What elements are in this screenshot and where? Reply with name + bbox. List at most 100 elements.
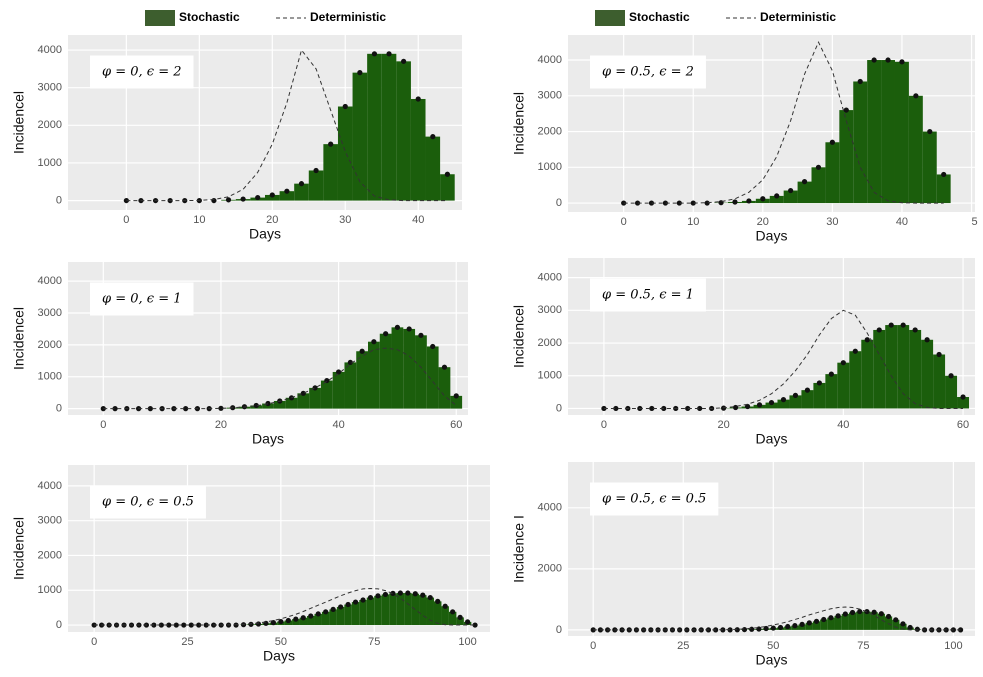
point [386, 51, 391, 56]
y-axis-label: Incidencel [511, 305, 527, 368]
point [328, 142, 333, 147]
bar [389, 593, 396, 625]
annotation: φ = 0, ϵ = 0.5 [90, 486, 206, 519]
point [345, 602, 350, 607]
point [323, 609, 328, 614]
x-tick-label: 5 [972, 216, 978, 228]
x-tick-label: 75 [368, 636, 380, 648]
y-tick-label: 0 [56, 403, 62, 415]
x-tick-label: 30 [339, 214, 351, 226]
point [785, 624, 790, 629]
bar [411, 99, 426, 201]
bar [337, 607, 344, 625]
point [901, 322, 906, 327]
legend-label: Deterministic [760, 10, 836, 24]
y-tick-label: 1000 [538, 161, 562, 173]
x-tick-label: 50 [767, 640, 779, 652]
bar [309, 388, 321, 409]
annotation-text: φ = 0, ϵ = 0.5 [102, 495, 194, 510]
point [331, 607, 336, 612]
point [872, 610, 877, 615]
point [263, 621, 268, 626]
point [788, 188, 793, 193]
point [844, 107, 849, 112]
bar [839, 110, 853, 203]
bar [344, 362, 356, 408]
bar [909, 96, 923, 203]
point [343, 104, 348, 109]
legend-swatch [595, 10, 625, 26]
y-tick-label: 0 [556, 197, 562, 209]
bar [392, 327, 404, 408]
point [428, 595, 433, 600]
y-axis-label: Incidencel [11, 91, 27, 154]
point [278, 619, 283, 624]
bar [885, 325, 897, 408]
x-tick-label: 20 [215, 419, 227, 431]
point [821, 617, 826, 622]
bar [333, 372, 345, 409]
y-tick-label: 0 [556, 402, 562, 414]
y-tick-label: 3000 [38, 307, 62, 319]
point [816, 165, 821, 170]
point [841, 360, 846, 365]
y-tick-label: 2000 [38, 119, 62, 131]
bar [867, 60, 881, 203]
point [430, 344, 435, 349]
x-tick-label: 60 [957, 419, 969, 431]
x-tick-label: 100 [458, 636, 476, 648]
x-tick-label: 20 [717, 419, 729, 431]
point [299, 181, 304, 186]
point [742, 627, 747, 632]
point [857, 609, 862, 614]
annotation-text: φ = 0.5, ϵ = 2 [602, 65, 694, 80]
y-tick-label: 3000 [538, 304, 562, 316]
y-tick-label: 4000 [538, 54, 562, 66]
y-tick-label: 1000 [38, 371, 62, 383]
point [407, 326, 412, 331]
x-tick-label: 60 [450, 419, 462, 431]
legend-label: Stochastic [629, 10, 690, 24]
point [941, 172, 946, 177]
point [927, 129, 932, 134]
point [757, 402, 762, 407]
point [836, 613, 841, 618]
bar [881, 60, 895, 203]
y-tick-label: 0 [56, 194, 62, 206]
point [850, 610, 855, 615]
y-tick-label: 3000 [38, 82, 62, 94]
bar [863, 612, 870, 630]
x-tick-label: 40 [332, 419, 344, 431]
point [398, 590, 403, 595]
point [255, 195, 260, 200]
point [458, 615, 463, 620]
point [817, 380, 822, 385]
y-tick-label: 2000 [538, 125, 562, 137]
point [443, 604, 448, 609]
annotation: φ = 0, ϵ = 1 [90, 283, 194, 316]
annotation-text: φ = 0.5, ϵ = 1 [602, 288, 694, 303]
point [800, 622, 805, 627]
x-tick-label: 25 [677, 640, 689, 652]
point [454, 393, 459, 398]
y-tick-label: 3000 [38, 515, 62, 527]
bar [367, 598, 374, 625]
point [769, 400, 774, 405]
x-tick-label: 20 [757, 216, 769, 228]
annotation: φ = 0.5, ϵ = 1 [590, 279, 706, 312]
point [293, 617, 298, 622]
y-tick-label: 1000 [538, 370, 562, 382]
x-tick-label: 0 [123, 214, 129, 226]
point [353, 599, 358, 604]
x-tick-label: 20 [266, 214, 278, 226]
point [899, 59, 904, 64]
y-axis-label: Incidencel [11, 517, 27, 580]
x-tick-label: 0 [621, 216, 627, 228]
point [807, 620, 812, 625]
point [830, 140, 835, 145]
bar [441, 606, 448, 625]
bar [856, 612, 863, 630]
point [241, 196, 246, 201]
bar [849, 351, 861, 408]
point [705, 200, 710, 205]
